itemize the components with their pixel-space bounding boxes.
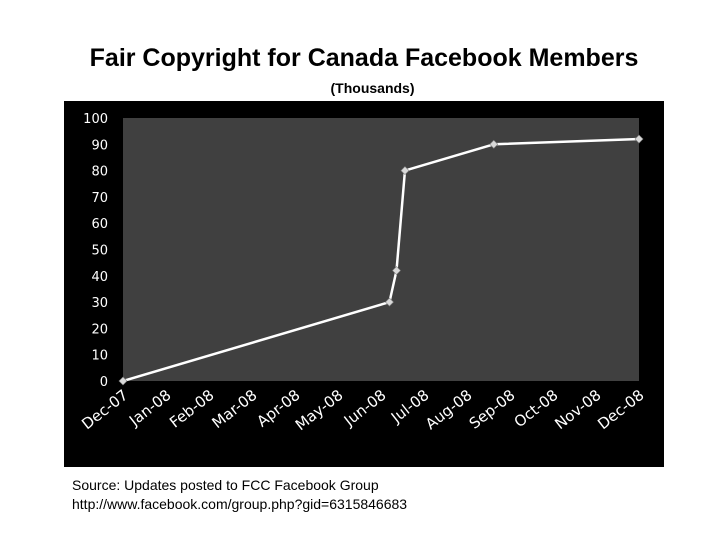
x-tick-label: Dec-07 xyxy=(78,386,131,433)
source-url: http://www.facebook.com/group.php?gid=63… xyxy=(72,496,408,512)
y-tick-label: 10 xyxy=(91,349,108,364)
y-axis-ticks: 0 10 20 30 40 50 60 70 80 90 100 xyxy=(83,112,108,390)
y-tick-label: 40 xyxy=(91,270,108,285)
data-point-marker xyxy=(400,166,410,176)
data-point-marker xyxy=(489,139,499,149)
x-tick-label: Dec-08 xyxy=(594,386,647,433)
plot-area xyxy=(123,118,639,381)
source-note: Source: Updates posted to FCC Facebook G… xyxy=(72,476,407,514)
chart-title: Fair Copyright for Canada Facebook Membe… xyxy=(89,44,639,72)
data-point-marker xyxy=(634,134,644,144)
x-tick-label: Feb-08 xyxy=(166,386,217,432)
chart-frame: 0 10 20 30 40 50 60 70 80 90 100 Dec-07 Jan-08 Feb-0… xyxy=(64,101,664,467)
x-tick-label: Mar-08 xyxy=(209,386,261,432)
data-point-marker xyxy=(385,297,394,307)
y-tick-label: 50 xyxy=(91,244,108,259)
y-tick-label: 70 xyxy=(91,191,108,206)
data-point-marker xyxy=(392,266,401,275)
line-chart: 0 10 20 30 40 50 60 70 80 90 100 Dec-07Jan-08Feb-0… xyxy=(78,112,647,434)
x-tick-label: Nov-08 xyxy=(551,386,604,433)
y-tick-label: 80 xyxy=(91,165,108,180)
y-tick-label: 100 xyxy=(83,112,108,127)
x-tick-label: Jun-08 xyxy=(340,386,390,430)
x-tick-label: Oct-08 xyxy=(511,386,562,431)
y-tick-label: 0 xyxy=(100,375,108,390)
y-tick-label: 30 xyxy=(91,296,108,311)
series-line xyxy=(122,137,640,383)
x-axis-ticks: Dec-07Jan-08Feb-08Mar-08Apr-08May-08Jun-… xyxy=(78,386,647,434)
y-tick-label: 60 xyxy=(91,217,108,232)
x-tick-label: Jan-08 xyxy=(125,386,174,430)
series-layer xyxy=(118,134,644,386)
source-line: Source: Updates posted to FCC Facebook G… xyxy=(72,477,379,493)
x-tick-label: Sep-08 xyxy=(466,386,519,433)
y-tick-label: 90 xyxy=(91,138,108,153)
data-point-marker xyxy=(118,376,128,386)
y-tick-label: 20 xyxy=(91,322,108,337)
x-tick-label: May-08 xyxy=(292,386,347,434)
x-tick-label: Aug-08 xyxy=(422,386,475,433)
chart-subtitle: (Thousands) xyxy=(330,80,415,96)
